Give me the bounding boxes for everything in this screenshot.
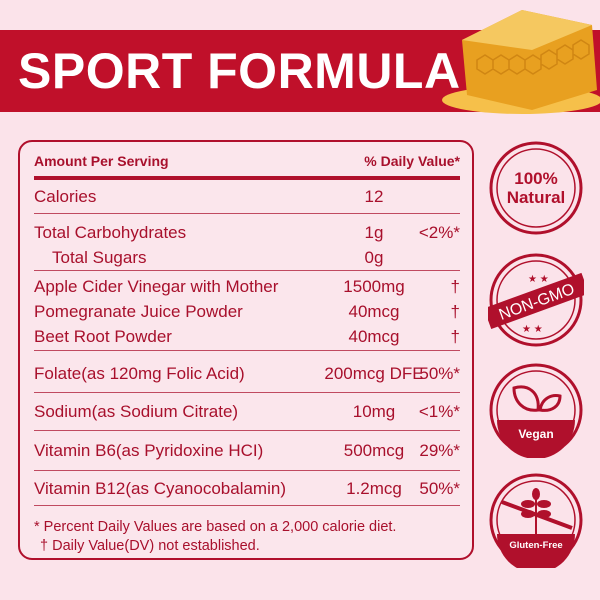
cell-text: Natural — [507, 188, 566, 207]
cell-text: 0g — [364, 248, 384, 267]
divider — [34, 470, 460, 471]
cell-text: Vitamin B6(as Pyridoxine HCI) — [34, 441, 264, 460]
cell-text: <2%* — [418, 223, 460, 242]
cell-text: Beet Root Powder — [34, 327, 172, 346]
divider — [34, 392, 460, 393]
footnote: † Daily Value(DV) not established. — [40, 538, 260, 554]
header-amount: Amount Per Serving — [34, 153, 169, 169]
cell-text: † — [450, 327, 460, 346]
cell-text: Sodium(as Sodium Citrate) — [34, 402, 239, 421]
cell-text: † — [450, 302, 460, 321]
table-row: Calories 12 — [34, 186, 460, 208]
svg-text:★ ★: ★ ★ — [522, 324, 543, 335]
honeycomb-image — [442, 10, 600, 114]
cell-text: 40mcg — [348, 302, 400, 321]
cell-text: Total Sugars — [52, 248, 147, 267]
cell-text: Vegan — [518, 427, 553, 441]
title: SPORT FORMULA — [18, 43, 461, 99]
table-row: Pomegranate Juice Powder 40mcg † — [34, 301, 460, 323]
table-row: Apple Cider Vinegar with Mother 1500mg † — [34, 276, 460, 298]
footnote: * Percent Daily Values are based on a 2,… — [34, 519, 397, 535]
table-row: Vitamin B6(as Pyridoxine HCI) 500mcg 29%* — [34, 440, 460, 462]
cell-text: Folate(as 120mg Folic Acid) — [34, 364, 245, 383]
non-gmo-badge-icon: NON-GMO ★ ★ ★ ★ — [488, 253, 584, 347]
cell-text: 50%* — [419, 479, 460, 498]
vegan-badge-icon: Vegan — [489, 363, 583, 458]
table-header: Amount Per Serving % Daily Value* — [34, 150, 460, 172]
cell-text: † — [450, 277, 460, 296]
natural-badge-icon: 100% Natural — [489, 141, 583, 235]
cell-text: Apple Cider Vinegar with Mother — [34, 277, 279, 296]
divider — [34, 213, 460, 214]
cell-text: 10mg — [352, 402, 396, 421]
cell-text: <1%* — [418, 402, 460, 421]
divider — [34, 430, 460, 431]
cell-text: 500mcg — [343, 441, 405, 460]
cell-text: Gluten-Free — [509, 540, 562, 551]
cell-text: 29%* — [419, 441, 460, 460]
table-row: Total Carbohydrates 1g <2%* — [34, 222, 460, 244]
cell-text: 100% — [514, 169, 557, 188]
divider — [34, 350, 460, 351]
cell-text: 40mcg — [348, 327, 400, 346]
table-row: Beet Root Powder 40mcg † — [34, 326, 460, 348]
divider — [34, 176, 460, 180]
cell-text: Pomegranate Juice Powder — [34, 302, 243, 321]
svg-text:★ ★: ★ ★ — [528, 274, 549, 285]
table-row: Sodium(as Sodium Citrate) 10mg <1%* — [34, 401, 460, 423]
cell-text: Vitamin B12(as Cyanocobalamin) — [34, 479, 286, 498]
table-row: Folate(as 120mg Folic Acid) 200mcg DFE 50%… — [34, 363, 460, 385]
cell-text: 50%* — [419, 364, 460, 383]
header-dv: % Daily Value* — [364, 153, 460, 169]
table-row: Vitamin B12(as Cyanocobalamin) 1.2mcg 50%* — [34, 478, 460, 500]
divider — [34, 270, 460, 271]
cell-text: Calories — [34, 187, 97, 206]
divider — [34, 505, 460, 506]
cell-text: 1.2mcg — [346, 479, 402, 498]
supplement-facts-panel: Amount Per Serving % Daily Value* Calori… — [18, 140, 474, 560]
cell-text: 1g — [364, 223, 384, 242]
cell-text: Total Carbohydrates — [34, 223, 187, 242]
table-row: Total Sugars 0g — [34, 247, 460, 269]
cell-text: 1500mg — [343, 277, 405, 296]
cell-text: 12 — [364, 187, 384, 206]
cell-text: 200mcg DFE — [324, 364, 424, 383]
gluten-free-badge-icon: Gluten-Free — [489, 473, 583, 568]
